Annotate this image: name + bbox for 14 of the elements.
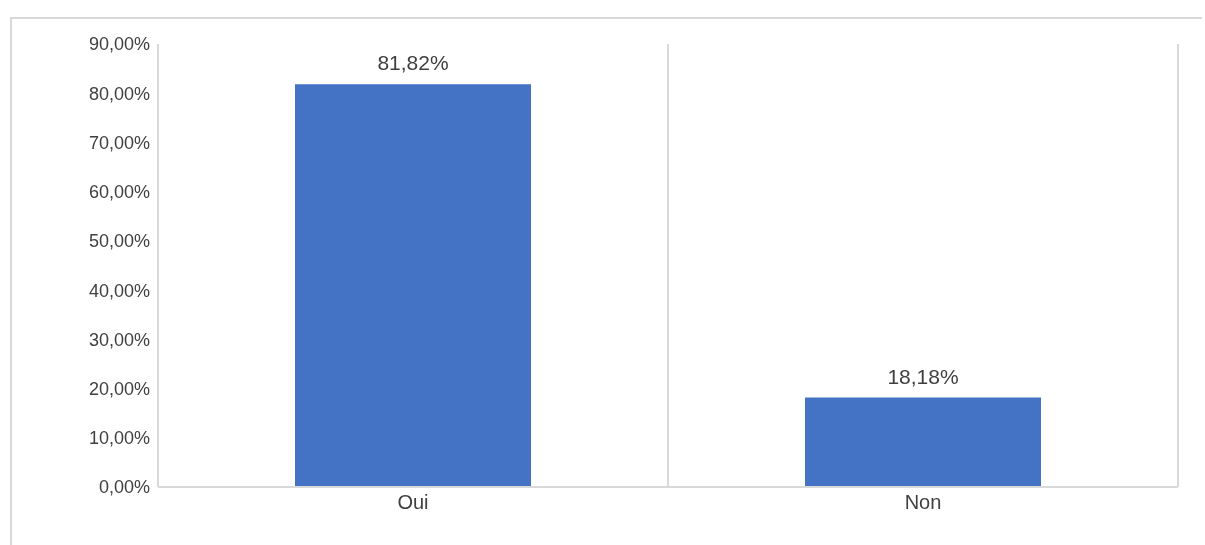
y-tick-label: 40,00% [88,280,150,301]
y-tick-label: 20,00% [88,378,150,399]
data-label: 18,18% [887,364,959,388]
y-tick-label: 10,00% [88,428,150,449]
x-tick-label: Non [904,491,942,514]
y-tick-label: 30,00% [88,329,150,350]
x-tick-label: Oui [397,491,429,514]
y-tick-label: 60,00% [88,182,150,203]
y-tick-label: 70,00% [88,132,150,153]
y-tick-label: 0,00% [98,477,150,498]
y-tick-label: 80,00% [88,83,150,104]
y-tick-label: 50,00% [88,231,150,252]
data-label: 81,82% [377,51,449,75]
y-tick-label: 90,00% [88,34,150,55]
